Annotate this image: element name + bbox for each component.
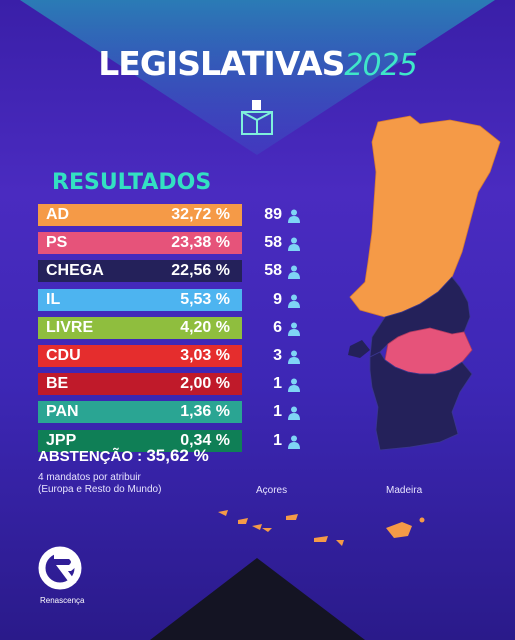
party-percentage: 5,53 %: [180, 290, 230, 308]
map-lisbon-region: [348, 340, 370, 358]
page-title: LEGISLATIVAS2025: [0, 44, 515, 83]
result-bar: IL 5,53 %: [38, 288, 242, 311]
person-icon: [288, 435, 300, 449]
party-name: BE: [46, 375, 69, 393]
party-seats: 89: [264, 206, 282, 223]
result-bar: CHEGA 22,56 %: [38, 260, 242, 283]
party-name: JPP: [46, 431, 77, 449]
person-icon: [288, 350, 300, 364]
seats-note-line2: (Europa e Resto do Mundo): [38, 484, 162, 495]
map-south-region: [369, 351, 473, 451]
map-north-region: [349, 115, 501, 318]
party-percentage: 0,34 %: [180, 431, 230, 449]
result-bar: CDU 3,03 %: [38, 344, 242, 367]
result-bar: JPP 0,34 %: [38, 429, 242, 452]
party-name: PAN: [46, 403, 79, 421]
party-seats: 3: [273, 346, 282, 364]
abstention: ABSTENÇÃO : 35,62 %: [38, 446, 209, 466]
person-icon: [288, 209, 300, 223]
party-name: CHEGA: [46, 262, 104, 280]
result-row: LIVRE 4,20 % 6: [38, 316, 308, 341]
ballot-box-icon: [241, 100, 273, 135]
person-icon: [288, 265, 300, 280]
party-name: IL: [46, 290, 61, 308]
result-row: JPP 0,34 % 1: [38, 429, 308, 454]
party-seats: 6: [273, 318, 282, 336]
party-percentage: 4,20 %: [180, 318, 230, 336]
person-icon: [288, 322, 300, 336]
renascenca-logo: [38, 546, 82, 590]
party-percentage: 23,38 %: [171, 234, 230, 252]
party-name: AD: [46, 206, 70, 223]
party-seats: 58: [264, 234, 282, 252]
party-name: LIVRE: [46, 318, 94, 336]
person-icon: [288, 237, 300, 252]
party-percentage: 3,03 %: [180, 346, 230, 364]
azores-islands: [218, 510, 344, 546]
title-year: 2025: [344, 48, 417, 83]
result-row: BE 2,00 % 1: [38, 373, 308, 397]
party-seats: 1: [273, 375, 282, 393]
logo-text: Renascença: [40, 596, 85, 605]
portugal-map: [348, 115, 501, 451]
result-bar: AD 32,72 %: [38, 204, 242, 226]
abstention-label: ABSTENÇÃO :: [38, 448, 143, 465]
party-percentage: 22,56 %: [171, 262, 230, 280]
result-bar: PS 23,38 %: [38, 232, 242, 255]
result-row: PS 23,38 % 58: [38, 232, 308, 256]
party-percentage: 2,00 %: [180, 375, 230, 393]
header-background-shape: [20, 0, 495, 155]
party-percentage: 1,36 %: [180, 403, 230, 421]
party-seats: 1: [273, 431, 282, 449]
party-seats: 1: [273, 403, 282, 421]
seats-note-line1: 4 mandatos por atribuir: [38, 472, 141, 483]
person-icon: [288, 406, 300, 421]
result-row: CDU 3,03 % 3: [38, 344, 308, 369]
result-bar: PAN 1,36 %: [38, 401, 242, 424]
madeira-islands: [386, 517, 425, 538]
title-text: LEGISLATIVAS: [98, 44, 345, 83]
result-bar: LIVRE 4,20 %: [38, 316, 242, 339]
seats-note: 4 mandatos por atribuir (Europa e Resto …: [38, 472, 161, 496]
result-row: CHEGA 22,56 % 58: [38, 260, 308, 284]
azores-label: Açores: [256, 485, 288, 496]
footer-background-shape: [150, 558, 365, 640]
result-row: PAN 1,36 % 1: [38, 401, 308, 425]
result-bar: BE 2,00 %: [38, 373, 242, 396]
results-heading: RESULTADOS: [52, 170, 212, 195]
party-seats: 9: [273, 290, 282, 308]
party-percentage: 32,72 %: [171, 206, 230, 223]
result-row: IL 5,53 % 9: [38, 288, 308, 313]
person-icon: [288, 294, 300, 308]
results-table: AD 32,72 % 89 PS 23,38 % 58 CHEGA 22,56 % 58 IL 5,…: [38, 204, 308, 458]
party-name: PS: [46, 234, 68, 252]
result-row: AD 32,72 % 89: [38, 204, 308, 228]
madeira-label: Madeira: [386, 485, 423, 496]
person-icon: [288, 378, 300, 393]
party-name: CDU: [46, 346, 81, 364]
party-seats: 58: [264, 262, 282, 280]
abstention-value: 35,62 %: [146, 446, 209, 465]
